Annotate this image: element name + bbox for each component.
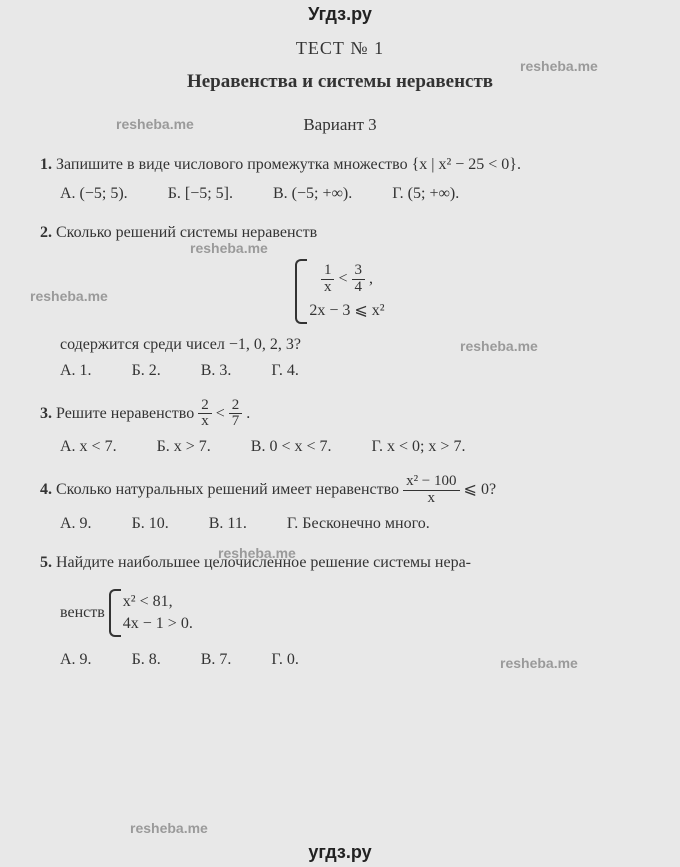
problem-text: Сколько решений системы неравенств bbox=[56, 224, 317, 241]
answer-a: А. 9. bbox=[60, 651, 92, 669]
problem-number: 2. bbox=[40, 224, 52, 241]
op: < bbox=[216, 402, 225, 426]
frac-num: 2 bbox=[229, 398, 243, 415]
frac-den: 7 bbox=[229, 414, 243, 430]
problem-set: {x | x² − 25 < 0}. bbox=[412, 156, 521, 173]
answer-a: А. 1. bbox=[60, 362, 92, 380]
answers-row: А. 9. Б. 10. В. 11. Г. Бесконечно много. bbox=[60, 515, 640, 533]
frac-num: 2 bbox=[198, 398, 212, 415]
answer-a: А. x < 7. bbox=[60, 438, 117, 456]
subject-title: Неравенства и системы неравенств bbox=[40, 71, 640, 93]
answer-d: Г. 0. bbox=[271, 651, 298, 669]
answer-b: Б. x > 7. bbox=[157, 438, 211, 456]
answer-b: Б. 10. bbox=[132, 515, 169, 533]
problem-3: 3. Решите неравенство 2x < 27 . bbox=[40, 398, 640, 431]
answer-d: Г. (5; +∞). bbox=[392, 185, 459, 203]
answers-row: А. (−5; 5). Б. [−5; 5]. В. (−5; +∞). Г. … bbox=[60, 185, 640, 203]
answer-b: Б. 2. bbox=[132, 362, 161, 380]
answer-d: Г. x < 0; x > 7. bbox=[372, 438, 466, 456]
problem-text: венств bbox=[60, 604, 105, 622]
answer-c: В. 3. bbox=[201, 362, 232, 380]
system-line: x² < 81, bbox=[123, 593, 193, 611]
site-header: Угдз.ру bbox=[0, 4, 680, 25]
frac-num: 3 bbox=[352, 263, 366, 280]
problem-number: 1. bbox=[40, 156, 52, 173]
answer-b: Б. 8. bbox=[132, 651, 161, 669]
variant-label: Вариант 3 bbox=[40, 115, 640, 135]
problem-number: 4. bbox=[40, 478, 52, 502]
problem-5: 5. Найдите наибольшее целочисленное реше… bbox=[40, 551, 640, 575]
problem-tail: содержится среди чисел −1, 0, 2, 3? bbox=[60, 336, 640, 354]
problem-2: 2. Сколько решений системы неравенств bbox=[40, 221, 640, 245]
answer-a: А. 9. bbox=[60, 515, 92, 533]
frac-den: x bbox=[403, 491, 459, 507]
answer-c: В. 7. bbox=[201, 651, 232, 669]
test-label: ТЕСТ № 1 bbox=[40, 38, 640, 59]
watermark: resheba.me bbox=[130, 820, 208, 836]
op: < bbox=[338, 270, 351, 287]
answer-a: А. (−5; 5). bbox=[60, 185, 128, 203]
frac-den: x bbox=[198, 414, 212, 430]
answer-c: В. (−5; +∞). bbox=[273, 185, 352, 203]
problem-number: 5. bbox=[40, 554, 52, 571]
punct: . bbox=[246, 402, 250, 426]
problem-1: 1. Запишите в виде числового промежутка … bbox=[40, 153, 640, 177]
problem-text: Решите неравенство bbox=[56, 402, 194, 426]
answer-c: В. 11. bbox=[209, 515, 247, 533]
answer-c: В. 0 < x < 7. bbox=[251, 438, 332, 456]
frac-num: x² − 100 bbox=[403, 474, 459, 491]
answer-b: Б. [−5; 5]. bbox=[168, 185, 233, 203]
op: ⩽ 0? bbox=[464, 478, 497, 502]
problem-number: 3. bbox=[40, 402, 52, 426]
problem-5-line2: венств x² < 81, 4x − 1 > 0. bbox=[60, 583, 640, 643]
answer-d: Г. 4. bbox=[271, 362, 298, 380]
answers-row: А. 9. Б. 8. В. 7. Г. 0. bbox=[60, 651, 640, 669]
answers-row: А. 1. Б. 2. В. 3. Г. 4. bbox=[60, 362, 640, 380]
answer-d: Г. Бесконечно много. bbox=[287, 515, 430, 533]
site-footer: угдз.ру bbox=[0, 842, 680, 863]
answers-row: А. x < 7. Б. x > 7. В. 0 < x < 7. Г. x <… bbox=[60, 438, 640, 456]
system-line: 4x − 1 > 0. bbox=[123, 615, 193, 633]
frac-den: x bbox=[321, 280, 335, 296]
frac-num: 1 bbox=[321, 263, 335, 280]
problem-text: Найдите наибольшее целочисленное решение… bbox=[56, 554, 471, 571]
system-line: 2x − 3 ⩽ x² bbox=[309, 300, 384, 320]
punct: , bbox=[369, 270, 373, 287]
problem-text: Сколько натуральных решений имеет нераве… bbox=[56, 478, 399, 502]
problem-4: 4. Сколько натуральных решений имеет нер… bbox=[40, 474, 640, 507]
problem-text: Запишите в виде числового промежутка мно… bbox=[56, 156, 412, 173]
frac-den: 4 bbox=[352, 280, 366, 296]
system-block: 1x < 34 , 2x − 3 ⩽ x² bbox=[40, 253, 640, 330]
